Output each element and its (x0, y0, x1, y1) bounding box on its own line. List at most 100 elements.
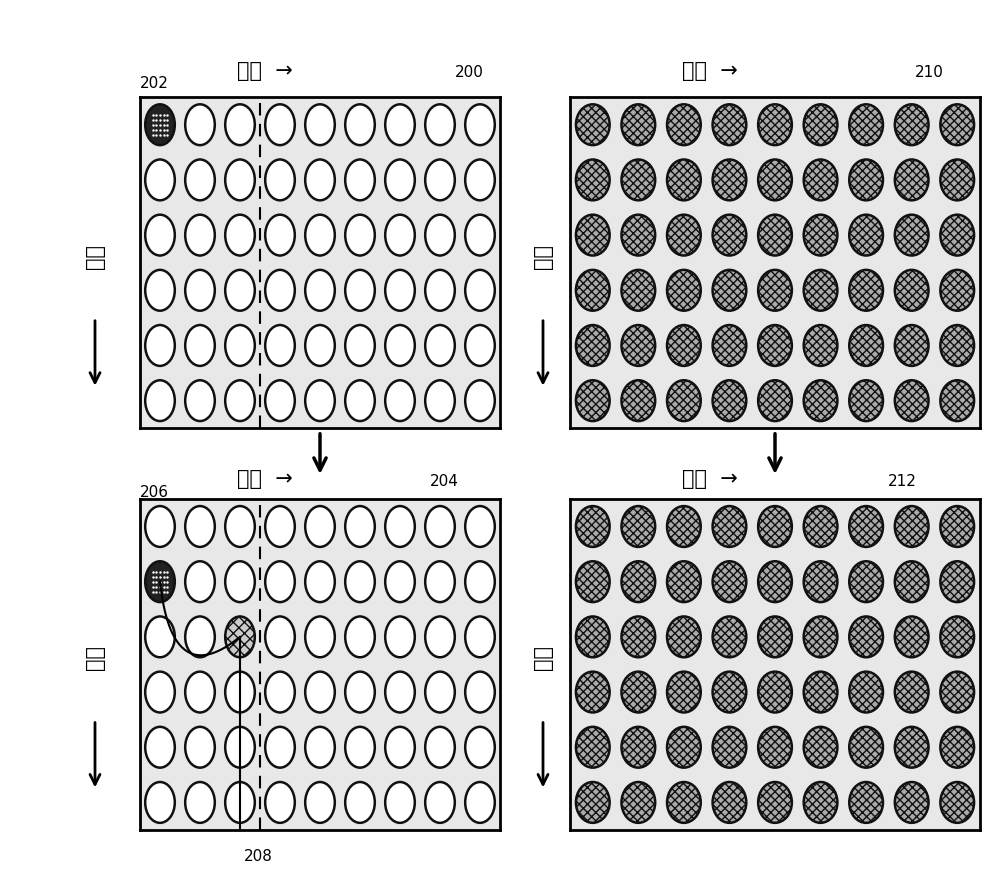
Circle shape (621, 381, 655, 421)
Circle shape (145, 104, 175, 145)
Circle shape (185, 270, 215, 311)
Circle shape (385, 782, 415, 823)
Circle shape (758, 270, 792, 311)
Circle shape (385, 506, 415, 547)
Circle shape (940, 104, 974, 145)
Circle shape (804, 672, 837, 713)
Circle shape (667, 325, 701, 366)
Circle shape (849, 672, 883, 713)
Circle shape (465, 616, 495, 657)
Circle shape (145, 160, 175, 200)
Circle shape (713, 381, 746, 421)
Circle shape (425, 270, 455, 311)
Circle shape (345, 727, 375, 767)
Circle shape (576, 727, 610, 767)
Circle shape (895, 270, 929, 311)
Circle shape (895, 215, 929, 255)
Text: 206: 206 (140, 486, 169, 500)
Circle shape (145, 782, 175, 823)
Circle shape (849, 782, 883, 823)
Circle shape (895, 160, 929, 200)
Circle shape (305, 562, 335, 602)
Circle shape (185, 381, 215, 421)
Circle shape (265, 160, 295, 200)
Circle shape (225, 160, 255, 200)
Circle shape (621, 616, 655, 657)
Circle shape (385, 104, 415, 145)
Circle shape (621, 562, 655, 602)
Circle shape (345, 270, 375, 311)
Circle shape (465, 381, 495, 421)
Circle shape (758, 672, 792, 713)
Text: 频率  →: 频率 → (237, 470, 293, 489)
Circle shape (621, 325, 655, 366)
Circle shape (385, 381, 415, 421)
Circle shape (895, 672, 929, 713)
Circle shape (940, 562, 974, 602)
Circle shape (425, 672, 455, 713)
Circle shape (576, 270, 610, 311)
Circle shape (621, 727, 655, 767)
Circle shape (345, 562, 375, 602)
Circle shape (758, 506, 792, 547)
Circle shape (345, 381, 375, 421)
Circle shape (895, 325, 929, 366)
Circle shape (576, 160, 610, 200)
Circle shape (940, 506, 974, 547)
Text: 204: 204 (430, 474, 459, 488)
Circle shape (145, 727, 175, 767)
Circle shape (576, 215, 610, 255)
Circle shape (465, 104, 495, 145)
Circle shape (465, 215, 495, 255)
Circle shape (804, 381, 837, 421)
Circle shape (713, 616, 746, 657)
Circle shape (265, 782, 295, 823)
Circle shape (940, 270, 974, 311)
Circle shape (713, 215, 746, 255)
Circle shape (345, 215, 375, 255)
Circle shape (713, 325, 746, 366)
Circle shape (804, 727, 837, 767)
Circle shape (621, 782, 655, 823)
Circle shape (465, 160, 495, 200)
Circle shape (758, 160, 792, 200)
Circle shape (265, 325, 295, 366)
Circle shape (849, 506, 883, 547)
Circle shape (265, 506, 295, 547)
Circle shape (667, 160, 701, 200)
Circle shape (305, 506, 335, 547)
Circle shape (940, 215, 974, 255)
Circle shape (895, 506, 929, 547)
Circle shape (804, 215, 837, 255)
Circle shape (667, 270, 701, 311)
Circle shape (849, 215, 883, 255)
Circle shape (758, 562, 792, 602)
Circle shape (145, 506, 175, 547)
Circle shape (225, 672, 255, 713)
Circle shape (576, 381, 610, 421)
Circle shape (713, 672, 746, 713)
Text: 时间: 时间 (533, 645, 553, 670)
Circle shape (804, 104, 837, 145)
Circle shape (465, 562, 495, 602)
Circle shape (265, 672, 295, 713)
Circle shape (185, 562, 215, 602)
Circle shape (145, 325, 175, 366)
Circle shape (895, 782, 929, 823)
Circle shape (225, 104, 255, 145)
Circle shape (385, 160, 415, 200)
Circle shape (185, 672, 215, 713)
Circle shape (667, 381, 701, 421)
Circle shape (713, 506, 746, 547)
Circle shape (385, 325, 415, 366)
Text: 200: 200 (455, 65, 484, 79)
Text: 频率  →: 频率 → (682, 61, 738, 80)
Circle shape (265, 562, 295, 602)
Circle shape (849, 616, 883, 657)
Circle shape (576, 562, 610, 602)
Circle shape (425, 215, 455, 255)
Circle shape (345, 325, 375, 366)
Circle shape (667, 782, 701, 823)
Circle shape (713, 727, 746, 767)
Text: 210: 210 (915, 65, 944, 79)
